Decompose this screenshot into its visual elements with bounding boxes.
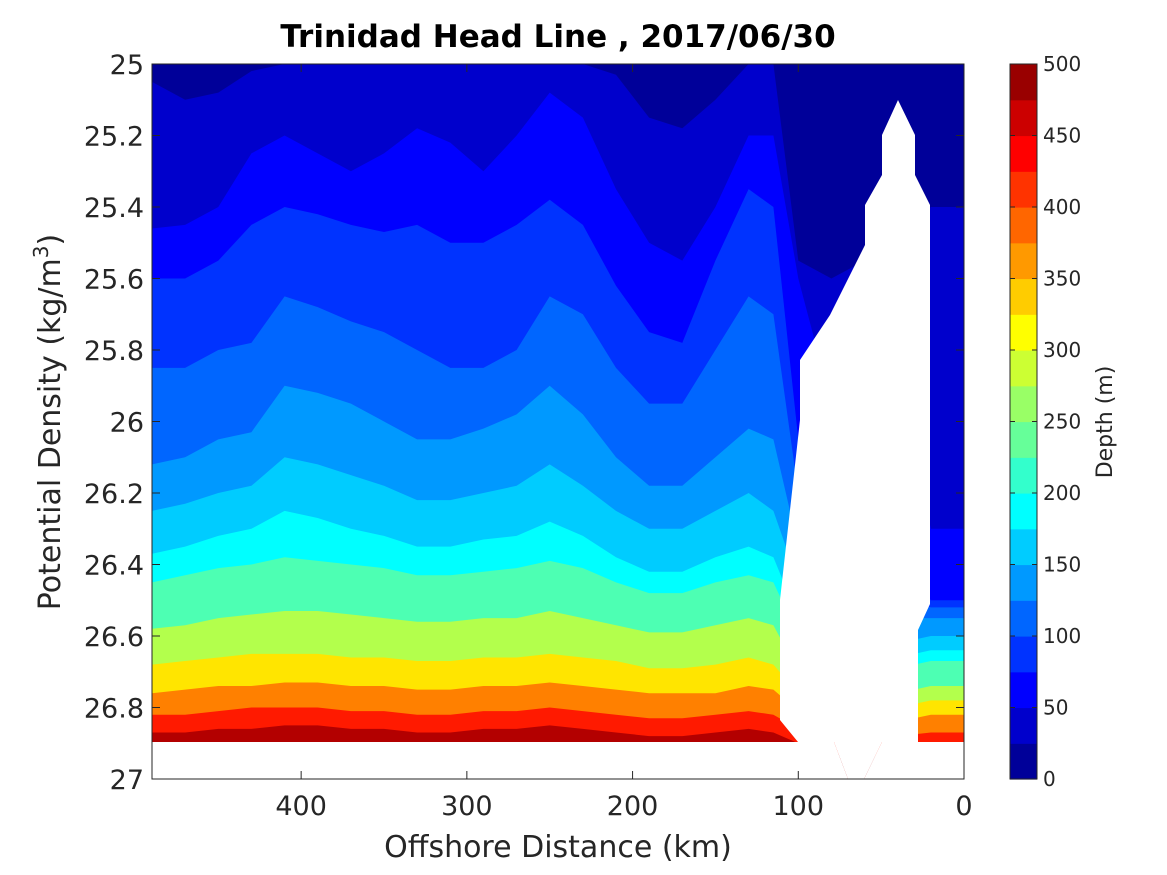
colorbar-segment: [1010, 314, 1037, 351]
chart-title: Trinidad Head Line , 2017/06/30: [280, 19, 835, 55]
x-axis-label: Offshore Distance (km): [384, 830, 732, 865]
colorbar-tick-label: 300: [1043, 338, 1081, 362]
colorbar-segment: [1010, 242, 1037, 280]
colorbar-segment: [1010, 385, 1037, 423]
colorbar-tick-label: 350: [1043, 267, 1081, 291]
y-tick-label: 25: [110, 50, 144, 81]
y-tick-label: 26.8: [84, 694, 144, 725]
x-tick-label: 400: [275, 791, 327, 822]
colorbar-segment: [1010, 135, 1037, 172]
y-tick-label: 25.6: [84, 265, 144, 296]
colorbar-tick-label: 400: [1043, 195, 1081, 219]
colorbar-segment: [1010, 528, 1037, 566]
colorbar-segment: [1010, 64, 1037, 101]
colorbar-tick-label: 500: [1043, 52, 1081, 76]
y-tick-label: 25.4: [84, 193, 144, 224]
colorbar-tick-label: 450: [1043, 124, 1081, 148]
colorbar-segment: [1010, 99, 1037, 137]
y-tick-label: 26.4: [84, 551, 144, 582]
colorbar-segment: [1010, 207, 1037, 244]
colorbar-tick-label: 0: [1043, 767, 1056, 791]
colorbar-segment: [1010, 564, 1037, 601]
x-axis: 400 300 200 100 0: [275, 64, 973, 822]
y-tick-label: 27: [110, 765, 144, 796]
y-tick-label: 25.2: [84, 122, 144, 153]
x-tick-label: 200: [607, 791, 659, 822]
contour-fills: [152, 64, 964, 779]
colorbar-tick-label: 200: [1043, 481, 1081, 505]
colorbar-tick-label: 50: [1043, 696, 1068, 720]
no-data-region-deep: [152, 742, 848, 779]
colorbar-segment: [1010, 600, 1037, 637]
x-tick-label: 0: [955, 791, 972, 822]
colorbar-segment: [1010, 636, 1037, 673]
colorbar-segment: [1010, 743, 1037, 780]
colorbar-segment: [1010, 671, 1037, 709]
colorbar-tick-label: 150: [1043, 553, 1081, 577]
x-tick-label: 300: [441, 791, 493, 822]
x-tick-label: 100: [773, 791, 825, 822]
colorbar-ticks: 0 50 100 150 200 250 300 350 400 450 500: [1010, 52, 1081, 791]
colorbar: [1010, 64, 1037, 780]
y-tick-label: 25.8: [84, 336, 144, 367]
y-axis: 25 25.2 25.4 25.6 25.8 26 26.2 26.4 26.6 26.8 27: [84, 50, 964, 796]
colorbar-tick-label: 100: [1043, 624, 1081, 648]
colorbar-segment: [1010, 171, 1037, 208]
colorbar-segment: [1010, 278, 1037, 315]
plot-area: [152, 64, 964, 779]
y-axis-label: Potential Density (kg/m3): [29, 234, 68, 610]
colorbar-segment: [1010, 707, 1037, 744]
colorbar-tick-label: 250: [1043, 410, 1081, 434]
colorbar-segment: [1010, 350, 1037, 387]
y-tick-label: 26: [110, 408, 144, 439]
colorbar-segment: [1010, 421, 1037, 458]
no-data-region-inshore: [780, 64, 964, 779]
y-tick-label: 26.2: [84, 479, 144, 510]
colorbar-segment: [1010, 493, 1037, 530]
colorbar-label: Depth (m): [1093, 366, 1118, 479]
colorbar-segment: [1010, 457, 1037, 494]
y-tick-label: 26.6: [84, 622, 144, 653]
no-data-region-deep-right: [864, 742, 964, 779]
